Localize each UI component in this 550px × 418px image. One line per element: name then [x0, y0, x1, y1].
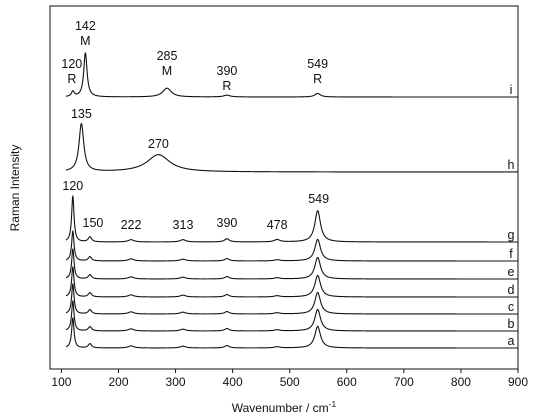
peak-label-i-120: 120: [61, 57, 82, 71]
y-axis-title: Raman Intensity: [8, 145, 22, 232]
spectrum-trace-c: [65, 283, 519, 315]
curve-label-b: b: [508, 317, 515, 331]
spectrum-trace-b: [65, 300, 519, 332]
curve-label-a: a: [508, 334, 515, 348]
peak-label-i-390-assignment: R: [222, 79, 231, 93]
x-axis-title-superscript: -1: [329, 399, 337, 409]
peak-label-i-142-assignment: M: [80, 34, 90, 48]
x-tick-label-800: 800: [451, 375, 471, 389]
spectrum-trace-d: [65, 266, 519, 298]
x-tick-label-600: 600: [337, 375, 357, 389]
peak-label-g-390: 390: [217, 216, 238, 230]
spectrum-trace-a: [65, 317, 519, 349]
x-tick-label-700: 700: [394, 375, 414, 389]
x-tick-label-900: 900: [508, 375, 528, 389]
curve-label-i: i: [510, 83, 513, 97]
x-axis-title: Wavenumber / cm-1: [232, 399, 337, 415]
peak-label-i-285: 285: [157, 49, 178, 63]
peak-label-g-150: 150: [83, 216, 104, 230]
peak-label-g-120: 120: [62, 179, 83, 193]
x-axis-title-text: Wavenumber / cm: [232, 401, 329, 415]
spectrum-trace-e: [65, 248, 519, 280]
peak-label-i-120-assignment: R: [67, 72, 76, 86]
peak-label-h-135: 135: [71, 107, 92, 121]
x-tick-label-400: 400: [223, 375, 243, 389]
x-tick-label-500: 500: [280, 375, 300, 389]
x-axis-ticks: 100 200 300 400 500 600 700 800 900: [51, 369, 528, 389]
spectrum-trace-h: [65, 122, 519, 173]
peak-label-g-549: 549: [308, 192, 329, 206]
peak-label-g-478: 478: [267, 218, 288, 232]
curve-label-f: f: [509, 247, 513, 261]
spectrum-trace-g: [65, 195, 519, 243]
curve-label-e: e: [508, 265, 515, 279]
curve-label-c: c: [508, 300, 514, 314]
plot-frame: [49, 5, 519, 370]
curve-label-g: g: [508, 228, 515, 242]
curve-label-h: h: [508, 158, 515, 172]
peak-label-i-390: 390: [217, 64, 238, 78]
peak-label-i-142: 142: [75, 19, 96, 33]
peak-label-i-285-assignment: M: [162, 64, 172, 78]
x-tick-label-200: 200: [108, 375, 128, 389]
spectra-traces: [65, 52, 519, 349]
peak-label-g-222: 222: [121, 218, 142, 232]
peak-label-i-549: 549: [307, 57, 328, 71]
x-tick-label-100: 100: [51, 375, 71, 389]
peak-label-i-549-assignment: R: [313, 72, 322, 86]
spectrum-trace-i: [65, 52, 519, 98]
x-tick-label-300: 300: [166, 375, 186, 389]
spectrum-trace-f: [65, 230, 519, 262]
peak-label-g-313: 313: [173, 218, 194, 232]
curve-label-d: d: [508, 283, 515, 297]
peak-label-h-270: 270: [148, 137, 169, 151]
